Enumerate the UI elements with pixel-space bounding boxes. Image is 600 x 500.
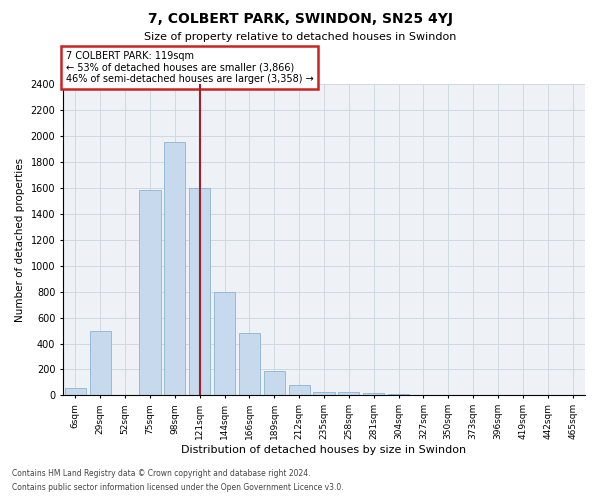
Bar [189, 188, 210, 396]
Bar [413, 395, 434, 396]
Text: Contains HM Land Registry data © Crown copyright and database right 2024.: Contains HM Land Registry data © Crown c… [12, 468, 311, 477]
Bar [239, 333, 260, 396]
Text: 7 COLBERT PARK: 119sqm
← 53% of detached houses are smaller (3,866)
46% of semi-: 7 COLBERT PARK: 119sqm ← 53% of detached… [65, 51, 313, 84]
Bar [214, 292, 235, 396]
Y-axis label: Number of detached properties: Number of detached properties [15, 158, 25, 322]
Bar [164, 142, 185, 396]
Bar [289, 385, 310, 396]
Bar [139, 190, 161, 396]
X-axis label: Distribution of detached houses by size in Swindon: Distribution of detached houses by size … [181, 445, 467, 455]
Bar [363, 393, 384, 396]
Bar [65, 388, 86, 396]
Bar [388, 394, 409, 396]
Bar [313, 392, 335, 396]
Bar [89, 330, 111, 396]
Bar [263, 371, 285, 396]
Text: Contains public sector information licensed under the Open Government Licence v3: Contains public sector information licen… [12, 484, 344, 492]
Bar [438, 395, 459, 396]
Bar [338, 392, 359, 396]
Text: 7, COLBERT PARK, SWINDON, SN25 4YJ: 7, COLBERT PARK, SWINDON, SN25 4YJ [148, 12, 452, 26]
Text: Size of property relative to detached houses in Swindon: Size of property relative to detached ho… [144, 32, 456, 42]
